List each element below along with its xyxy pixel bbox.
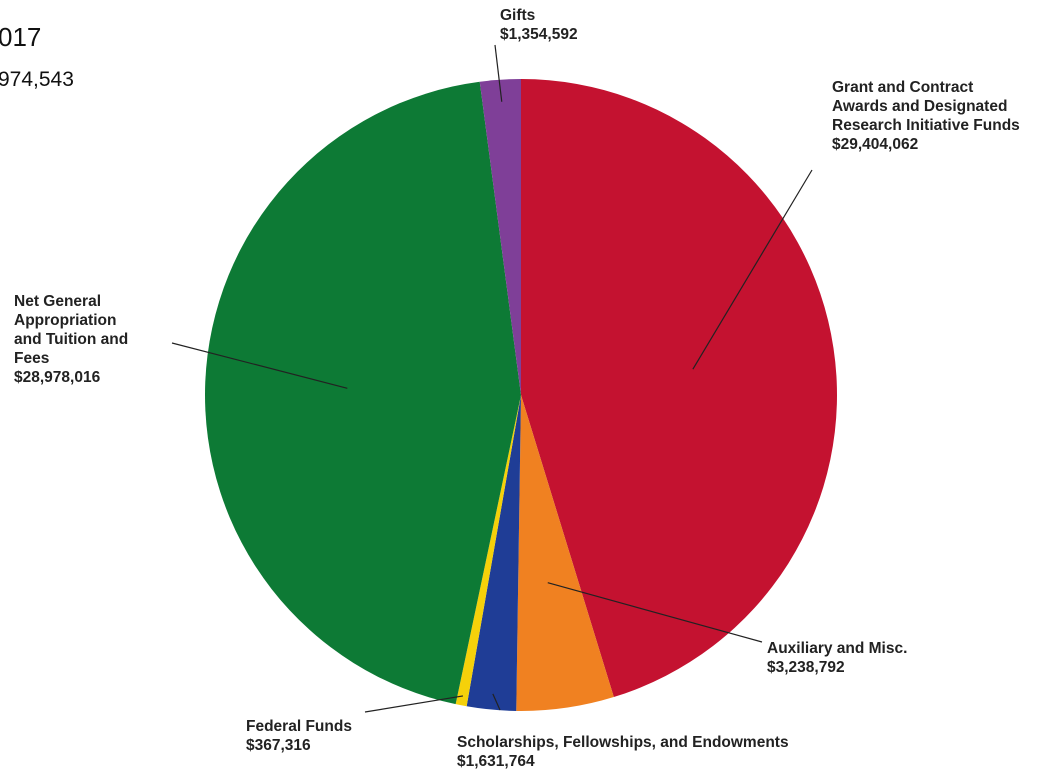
pie-slice xyxy=(455,395,521,707)
slice-label: Auxiliary and Misc. $3,238,792 xyxy=(767,640,907,676)
slice-value-label: $29,404,062 xyxy=(832,136,918,153)
slice-name-label: Auxiliary and Misc. xyxy=(767,640,907,657)
leader-line xyxy=(547,582,763,643)
chart-title: 017 xyxy=(0,22,42,52)
slice-value-label: $1,631,764 xyxy=(457,753,535,770)
slice-value-label: $3,238,792 xyxy=(767,659,845,676)
slice-label: Net General Appropriation and Tuition and F… xyxy=(14,293,128,386)
leader-line xyxy=(494,44,503,102)
slice-label: Federal Funds $367,316 xyxy=(246,718,352,754)
pie-slice xyxy=(479,79,521,395)
leader-line xyxy=(692,169,813,370)
leader-line xyxy=(492,693,501,711)
slice-name-label: Fees xyxy=(14,350,49,367)
slice-value-label: $28,978,016 xyxy=(14,369,101,386)
pie-slice xyxy=(204,81,521,705)
slice-label: Scholarships, Fellowships, and Endowment… xyxy=(457,734,789,770)
leader-line xyxy=(171,342,348,389)
slice-name-label: and Tuition and xyxy=(14,331,128,348)
slice-value-label: $367,316 xyxy=(246,737,311,754)
slice-name-label: Awards and Designated xyxy=(832,98,1007,115)
slice-label: Gifts $1,354,592 xyxy=(500,7,578,43)
pie-slice xyxy=(521,79,837,698)
slice-value-label: $1,354,592 xyxy=(500,26,578,43)
slice-name-label: Federal Funds xyxy=(246,718,352,735)
slice-name-label: Scholarships, Fellowships, and Endowment… xyxy=(457,734,789,751)
pie-slice xyxy=(516,395,614,711)
slice-name-label: Gifts xyxy=(500,7,535,24)
slice-name-label: Appropriation xyxy=(14,312,116,329)
chart-total: 974,543 xyxy=(0,68,74,91)
slice-name-label: Grant and Contract xyxy=(832,79,973,96)
slice-name-label: Net General xyxy=(14,293,101,310)
slice-name-label: Research Initiative Funds xyxy=(832,117,1020,134)
leader-line xyxy=(364,695,464,713)
pie-slice xyxy=(466,395,521,711)
slice-label: Grant and Contract Awards and Designated R… xyxy=(832,79,1020,153)
